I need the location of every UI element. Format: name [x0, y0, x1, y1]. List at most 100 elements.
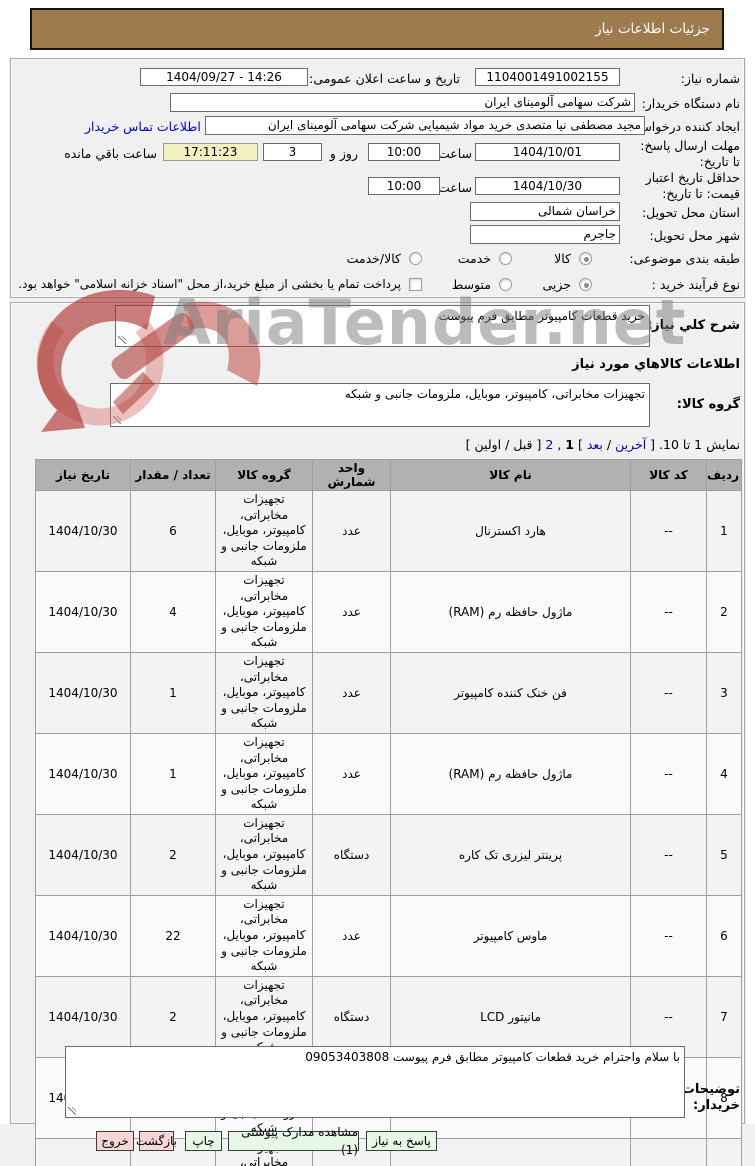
- pagination-first: اولین: [474, 437, 502, 452]
- need-description-label: شرح کلي نیاز:: [646, 318, 740, 333]
- item-group: تجهیزات مخابراتی، کامپیوتر، موبایل، ملزو…: [215, 570, 313, 653]
- delivery-city-field[interactable]: جاجرم: [470, 225, 620, 244]
- view-attachments-button[interactable]: مشاهده مدارک پیوستی (1): [228, 1125, 359, 1157]
- pagination-next-link[interactable]: بعد: [586, 437, 603, 452]
- radio-minor[interactable]: [579, 278, 592, 291]
- radio-service-label: خدمت: [457, 251, 491, 266]
- need-number-label: شماره نیاز:: [680, 71, 740, 86]
- buyer-notes-label: توضیحات خریدار:: [681, 1082, 740, 1114]
- request-creator-label: ایجاد کننده درخواست:: [624, 119, 740, 134]
- items-table-header-row: ردیف کد کالا نام کالا واحد شمارش گروه کالا تع…: [35, 459, 742, 491]
- table-row: 5 -- پرینتر لیزری تک کاره دستگاه تجهیزات مخا…: [35, 813, 742, 896]
- classification-label: طبقه بندی موضوعی:: [629, 251, 740, 266]
- items-section-header: اطلاعات کالاهاي مورد نیاز: [572, 357, 740, 372]
- table-row: 1 -- هارد اکسترنال عدد تجهیزات مخابراتی، کام…: [35, 490, 742, 572]
- item-group: تجهیزات مخابراتی، کامپیوتر، موبایل، ملزو…: [215, 813, 313, 896]
- item-name: پرینتر لیزری تک کاره: [390, 813, 631, 896]
- radio-minor-label: جزیی: [542, 277, 571, 292]
- buyer-notes-textarea[interactable]: با سلام واحترام خرید قطعات کامپیوتر مطاب…: [65, 1046, 685, 1118]
- item-code: --: [630, 1137, 707, 1166]
- radio-goods-service[interactable]: [409, 252, 422, 265]
- validity-date-field[interactable]: 1404/10/30: [475, 177, 620, 195]
- row-number: 2: [706, 570, 742, 653]
- process-type-label: نوع فرآیند خرید :: [651, 277, 740, 292]
- item-unit: عدد: [312, 570, 391, 653]
- pagination-page-2-link[interactable]: 2: [545, 437, 554, 452]
- item-qty: 6: [130, 490, 216, 572]
- need-description-textarea[interactable]: خرید قطعات کامپیوتر مطابق فرم پیوست: [115, 305, 650, 347]
- table-row: 2 -- ماژول حافظه رم (RAM) عدد تجهیزات مخابرا…: [35, 570, 742, 653]
- items-table-header-2: نام کالا: [390, 459, 631, 491]
- treasury-note-label: پرداخت تمام یا بخشی از مبلغ خرید،از محل …: [18, 277, 401, 291]
- item-name: مانیتور LCD: [390, 975, 631, 1058]
- validity-time-field[interactable]: 10:00: [368, 177, 440, 195]
- delivery-province-field[interactable]: خراسان شمالی: [470, 202, 620, 221]
- pagination-last-link[interactable]: آخرین: [615, 437, 647, 452]
- publish-datetime-label: تاریخ و ساعت اعلان عمومی:: [309, 71, 460, 86]
- radio-service[interactable]: [499, 252, 512, 265]
- resize-handle-icon[interactable]: [113, 416, 121, 424]
- buyer-org-field[interactable]: شرکت سهامی آلومینای ایران: [170, 93, 635, 112]
- row-number: 9: [706, 1137, 742, 1166]
- buyer-notes-text: با سلام واحترام خرید قطعات کامپیوتر مطاب…: [305, 1050, 680, 1064]
- resize-handle-icon[interactable]: [118, 336, 126, 344]
- response-deadline-label: مهلت ارسال پاسخ: تا تاریخ:: [640, 138, 740, 169]
- right-margin: [746, 58, 755, 1124]
- item-group: تجهیزات مخابراتی، کامپیوتر، موبایل، ملزو…: [215, 651, 313, 734]
- item-code: --: [630, 813, 707, 896]
- item-date: 1404/10/30: [35, 813, 131, 896]
- pagination-comma: ,: [553, 437, 562, 452]
- pagination-separator: /: [602, 437, 612, 452]
- items-table-header-0: ردیف: [706, 459, 742, 491]
- radio-medium[interactable]: [499, 278, 512, 291]
- days-and-label: روز و: [329, 146, 358, 161]
- item-unit: دستگاه: [312, 813, 391, 896]
- buyer-contact-link[interactable]: اطلاعات تماس خریدار: [85, 119, 201, 134]
- item-unit: عدد: [312, 894, 391, 977]
- publish-datetime-field[interactable]: 1404/09/27 - 14:26: [140, 68, 308, 86]
- resize-handle-icon[interactable]: [68, 1107, 76, 1115]
- back-button[interactable]: بازگشت: [136, 1131, 177, 1151]
- pagination-separator: /: [501, 437, 510, 452]
- deadline-hour-label: ساعت: [437, 146, 472, 161]
- exit-button[interactable]: خروج: [96, 1131, 134, 1151]
- pagination-bracket: [: [536, 437, 542, 452]
- items-table-header-1: کد کالا: [630, 459, 707, 491]
- item-date: 1404/10/30: [35, 651, 131, 734]
- buyer-org-label: نام دستگاه خریدار:: [641, 96, 740, 111]
- item-qty: 2: [130, 813, 216, 896]
- pagination-bracket: [: [646, 437, 656, 452]
- goods-group-label: گروه کالا:: [676, 397, 740, 412]
- remaining-days-field[interactable]: 3: [263, 143, 322, 161]
- deadline-date-field[interactable]: 1404/10/01: [475, 143, 620, 161]
- item-unit: عدد: [312, 732, 391, 815]
- item-date: 1404/10/30: [35, 570, 131, 653]
- goods-group-textarea[interactable]: تجهیزات مخابراتی، کامپیوتر، موبایل، ملزو…: [110, 383, 650, 427]
- need-number-field[interactable]: 1104001491002155: [475, 68, 620, 86]
- treasury-checkbox[interactable]: [409, 278, 422, 291]
- item-date: 1404/10/30: [35, 894, 131, 977]
- radio-goods[interactable]: [579, 252, 592, 265]
- item-code: --: [630, 894, 707, 977]
- item-code: --: [630, 490, 707, 572]
- table-row: 9--پرینتر چندکارهدستگاهتجهیزات مخابراتی،…: [35, 1137, 742, 1166]
- print-button[interactable]: چاپ: [185, 1131, 222, 1151]
- table-row: 7 -- مانیتور LCD دستگاه تجهیزات مخابراتی، کا…: [35, 975, 742, 1058]
- item-code: --: [630, 732, 707, 815]
- item-group: تجهیزات مخابراتی، کامپیوتر، موبایل، ملزو…: [215, 732, 313, 815]
- delivery-city-label: شهر محل تحویل:: [649, 228, 740, 243]
- item-name: هارد اکسترنال: [390, 490, 631, 572]
- request-creator-field[interactable]: مجید مصطفی نیا متصدی خرید مواد شیمیایی ش…: [205, 116, 645, 135]
- countdown-timer: 17:11:23: [163, 143, 258, 161]
- item-qty: 4: [130, 570, 216, 653]
- respond-to-need-button[interactable]: پاسخ به نیاز: [366, 1131, 437, 1151]
- row-number: 1: [706, 490, 742, 572]
- goods-group-text: تجهیزات مخابراتی، کامپیوتر، موبایل، ملزو…: [344, 387, 645, 401]
- item-qty: 22: [130, 894, 216, 977]
- table-row: 4 -- ماژول حافظه رم (RAM) عدد تجهیزات مخابرا…: [35, 732, 742, 815]
- item-date: 1404/10/30: [35, 490, 131, 572]
- row-number: 6: [706, 894, 742, 977]
- item-code: --: [630, 570, 707, 653]
- page-titlebar: جزئیات اطلاعات نیاز: [30, 8, 724, 50]
- deadline-time-field[interactable]: 10:00: [368, 143, 440, 161]
